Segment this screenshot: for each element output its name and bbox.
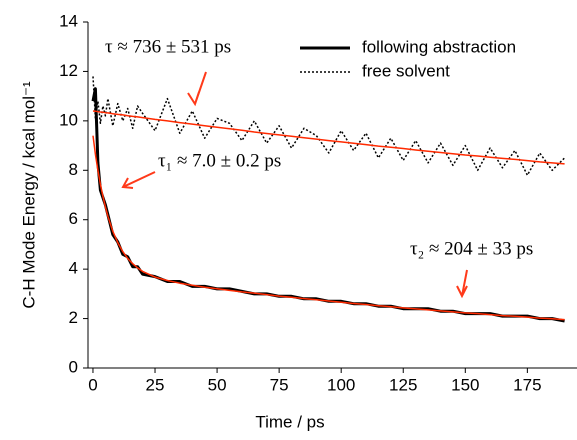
annotation: τ₂ ≈ 204 ± 33 ps [410,238,533,259]
arrows [121,71,468,299]
arrow [187,71,207,107]
y-axis-label: C-H Mode Energy / kcal mol⁻¹ [19,81,38,309]
y-tick-label: 12 [59,61,78,80]
y-tick-label: 2 [69,308,78,327]
x-tick-label: 150 [451,375,479,394]
y-tick-label: 8 [69,160,78,179]
x-tick-label: 125 [389,375,417,394]
arrow [456,269,468,299]
y-tick-label: 6 [69,209,78,228]
y-tick-label: 10 [59,110,78,129]
annotation: τ₁ ≈ 7.0 ± 0.2 ps [158,150,281,171]
legend-label: free solvent [362,61,450,80]
legend-label: following abstraction [362,37,516,56]
y-tick-label: 4 [69,259,78,278]
annotation: τ ≈ 736 ± 531 ps [105,36,231,57]
series-line [91,87,565,323]
x-tick-label: 100 [327,375,355,394]
x-axis-label: Time / ps [255,412,324,431]
series-line [92,76,566,176]
x-tick-label: 175 [513,375,541,394]
series-line [92,135,565,321]
y-tick-label: 0 [69,357,78,376]
x-tick-label: 0 [88,375,97,394]
series-line [92,110,565,165]
y-tick-label: 14 [59,11,78,30]
arrow [121,171,156,189]
x-tick-label: 50 [208,375,227,394]
x-tick-label: 75 [270,375,289,394]
x-tick-label: 25 [146,375,165,394]
